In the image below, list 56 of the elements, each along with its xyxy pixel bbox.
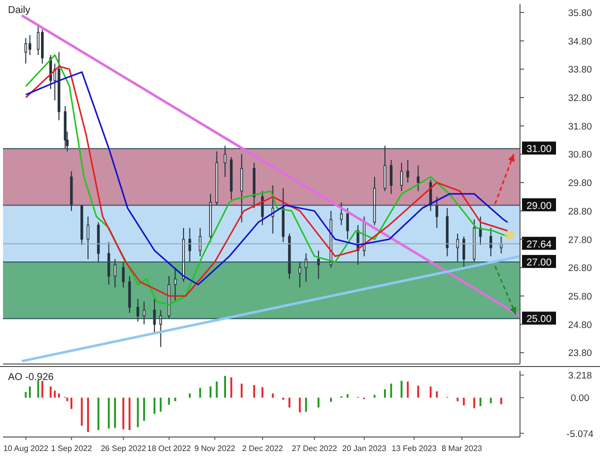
y-tick-label: 35.80 <box>568 8 592 20</box>
x-tick-label: 18 Oct 2022 <box>147 444 192 453</box>
candlestick <box>86 216 90 260</box>
candlestick <box>384 145 386 192</box>
candlestick <box>346 208 349 240</box>
candlestick <box>479 216 482 246</box>
x-tick-label: 8 Mar 2023 <box>442 444 483 453</box>
candlestick <box>136 298 140 322</box>
y-tick-label: 30.80 <box>568 150 592 161</box>
y-tick-label: 24.80 <box>568 320 592 331</box>
y-tick-label: 27.80 <box>568 234 592 246</box>
candlestick <box>122 261 125 288</box>
ref-line-label: 25.00 <box>526 314 552 326</box>
ref-line-label: 27.64 <box>526 239 552 250</box>
x-tick-label: 1 Sep 2022 <box>51 444 93 453</box>
candlestick <box>317 250 320 280</box>
y-tick-label: 31.80 <box>568 121 592 132</box>
x-tick-label: 2 Dec 2022 <box>242 444 284 453</box>
x-tick-label: 26 Sep 2022 <box>100 444 147 453</box>
ref-line-label: 29.00 <box>526 200 552 212</box>
candlestick <box>28 34 32 56</box>
ref-line-label: 27.00 <box>526 257 552 268</box>
candlestick <box>24 38 28 64</box>
candlestick <box>298 261 302 288</box>
chart-title: Daily <box>8 5 30 16</box>
candlestick <box>174 267 177 302</box>
x-tick-label: 27 Dec 2022 <box>292 444 338 453</box>
y-tick-label: 34.80 <box>568 36 592 48</box>
y-tick-label: 26.80 <box>568 263 592 274</box>
y-tick-label: 29.80 <box>568 178 592 190</box>
y-tick-label: -5.074 <box>566 428 594 440</box>
candlestick <box>406 159 410 184</box>
candlestick <box>142 301 146 325</box>
y-tick-label: 33.80 <box>568 64 592 76</box>
x-tick-label: 9 Nov 2022 <box>194 444 236 453</box>
y-tick-label: 0.00 <box>570 393 590 404</box>
candlestick <box>224 145 226 178</box>
candlestick <box>107 242 110 286</box>
candlestick <box>390 159 392 194</box>
candlestick <box>416 165 420 192</box>
y-tick-label: 32.80 <box>568 93 592 104</box>
candlestick <box>114 258 116 288</box>
x-tick-label: 13 Feb 2023 <box>392 444 438 453</box>
chart-title: AO -0.926 <box>8 372 54 383</box>
x-tick-label: 10 Aug 2022 <box>3 444 49 453</box>
y-tick-label: 25.80 <box>568 291 592 302</box>
y-tick-label: 28.80 <box>568 206 592 218</box>
candlestick <box>240 154 244 223</box>
candlestick <box>153 298 156 334</box>
candlestick <box>400 162 403 192</box>
candlestick <box>304 252 308 282</box>
y-tick-label: 3.218 <box>568 370 592 382</box>
candlestick <box>340 202 343 226</box>
y-tick-label: 23.80 <box>568 348 592 360</box>
x-tick-label: 20 Jan 2023 <box>342 444 387 453</box>
ref-line-label: 31.00 <box>526 144 552 156</box>
